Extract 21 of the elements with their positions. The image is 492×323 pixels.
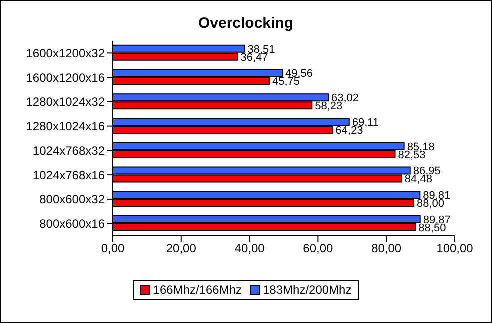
legend-label: 183Mhz/200Mhz bbox=[262, 283, 352, 297]
x-tick-label: 100,00 bbox=[436, 242, 474, 256]
y-tick-label: 1280x1024x16 bbox=[26, 120, 106, 134]
data-label: 88,00 bbox=[416, 198, 444, 210]
x-tick-label: 80,00 bbox=[372, 242, 402, 256]
y-tick-label: 1024x768x32 bbox=[32, 144, 106, 158]
x-tick-label: 60,00 bbox=[303, 242, 334, 256]
y-tick-label: 800x600x32 bbox=[40, 192, 106, 207]
y-tick-label: 1024x768x16 bbox=[32, 168, 106, 182]
x-tick-label: 20,00 bbox=[166, 242, 197, 256]
x-tick-label: 0,00 bbox=[101, 242, 125, 256]
chart-title: Overclocking bbox=[197, 15, 295, 34]
data-label: 64,23 bbox=[336, 124, 364, 137]
y-tick-label: 800x600x16 bbox=[40, 217, 106, 232]
y-tick-label: 1600x1200x32 bbox=[26, 46, 106, 60]
y-tick-label: 1280x1024x32 bbox=[26, 95, 106, 110]
x-tick-label: 40,00 bbox=[234, 242, 266, 256]
y-tick-label: 1600x1200x16 bbox=[26, 70, 106, 85]
data-label: 88,50 bbox=[418, 222, 446, 234]
data-label: 84,48 bbox=[404, 174, 432, 186]
legend-label: 166Mhz/166Mhz bbox=[152, 283, 242, 297]
